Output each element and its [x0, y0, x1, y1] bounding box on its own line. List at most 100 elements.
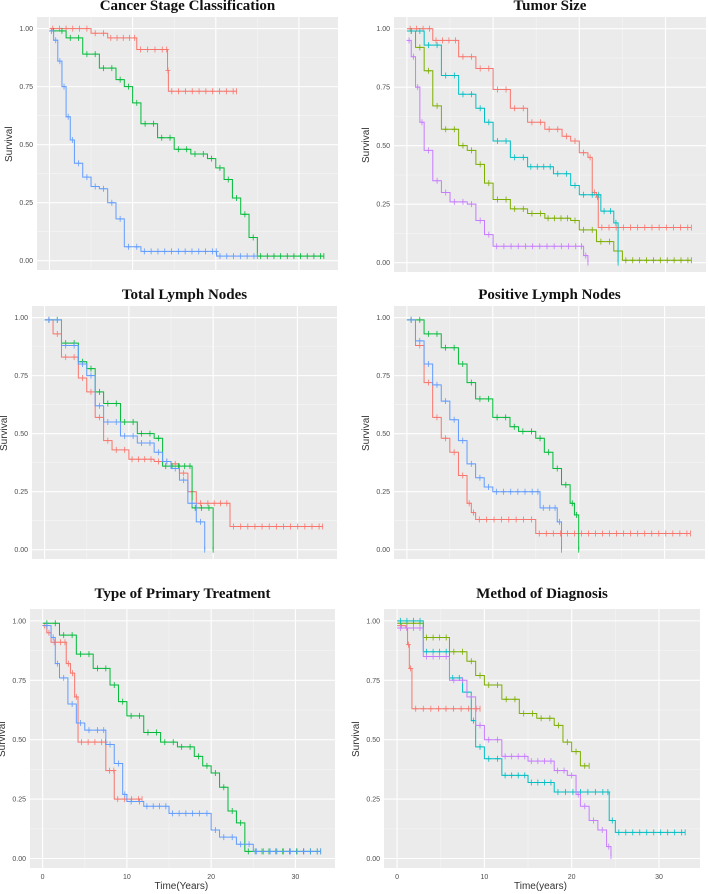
- censor-mark: [132, 34, 138, 41]
- censor-mark: [484, 516, 490, 523]
- censor-mark: [486, 65, 492, 72]
- censor-mark: [147, 430, 153, 437]
- censor-mark: [105, 419, 111, 426]
- censor-mark: [189, 500, 195, 507]
- censor-mark: [309, 523, 315, 530]
- censor-mark: [62, 639, 68, 646]
- censor-mark: [176, 810, 182, 817]
- censor-mark: [206, 504, 212, 511]
- censor-mark: [443, 72, 449, 79]
- chart-title: Total Lymph Nodes: [121, 287, 248, 303]
- x-axis-label: Time(years): [514, 881, 567, 892]
- censor-mark: [147, 439, 153, 446]
- censor-mark: [589, 191, 595, 198]
- censor-mark: [451, 198, 457, 205]
- censor-mark: [425, 42, 431, 49]
- censor-mark: [218, 500, 224, 507]
- censor-mark: [434, 330, 440, 337]
- censor-mark: [512, 205, 518, 212]
- censor-mark: [145, 46, 151, 53]
- censor-mark: [494, 682, 500, 689]
- censor-mark: [678, 224, 684, 231]
- censor-mark: [165, 67, 171, 74]
- censor-mark: [486, 395, 492, 402]
- censor-mark: [57, 58, 63, 65]
- censor-mark: [623, 257, 629, 264]
- censor-mark: [141, 248, 147, 255]
- censor-mark: [231, 253, 237, 260]
- censor-mark: [600, 788, 606, 795]
- censor-mark: [210, 88, 216, 95]
- y-tick-label: 0.25: [376, 489, 390, 496]
- censor-mark: [627, 224, 633, 231]
- censor-mark: [69, 632, 75, 639]
- y-tick-label: 1.00: [366, 618, 380, 625]
- censor-mark: [433, 37, 439, 44]
- censor-mark: [434, 414, 440, 421]
- censor-mark: [543, 530, 549, 537]
- censor-mark: [311, 253, 317, 260]
- censor-mark: [150, 803, 156, 810]
- chart-title: Cancer Stage Classification: [99, 0, 276, 14]
- censor-mark: [139, 439, 145, 446]
- censor-mark: [155, 458, 161, 465]
- censor-mark: [88, 388, 94, 395]
- y-axis-label: Survival: [351, 720, 362, 757]
- censor-mark: [550, 530, 556, 537]
- censor-mark: [529, 210, 535, 217]
- y-tick-label: 1.00: [376, 315, 390, 322]
- censor-mark: [443, 344, 449, 351]
- censor-mark: [221, 834, 227, 841]
- censor-mark: [58, 639, 64, 646]
- censor-mark: [157, 803, 163, 810]
- censor-mark: [446, 37, 452, 44]
- censor-mark: [520, 154, 526, 161]
- censor-mark: [224, 253, 230, 260]
- censor-mark: [528, 779, 534, 786]
- censor-mark: [503, 696, 509, 703]
- censor-mark: [175, 248, 181, 255]
- censor-mark: [685, 257, 691, 264]
- censor-mark: [250, 234, 256, 241]
- censor-mark: [452, 37, 458, 44]
- censor-mark: [183, 810, 189, 817]
- x-tick-label: 30: [655, 874, 663, 881]
- censor-mark: [148, 248, 154, 255]
- censor-mark: [656, 224, 662, 231]
- y-tick-label: 1.00: [14, 315, 28, 322]
- censor-mark: [155, 248, 161, 255]
- censor-mark: [182, 463, 188, 470]
- censor-mark: [460, 53, 466, 60]
- censor-mark: [541, 779, 547, 786]
- censor-mark: [571, 530, 577, 537]
- censor-mark: [182, 88, 188, 95]
- censor-mark: [169, 88, 175, 95]
- censor-mark: [278, 253, 284, 260]
- censor-mark: [94, 727, 100, 734]
- censor-mark: [469, 91, 475, 98]
- censor-mark: [599, 826, 605, 833]
- censor-mark: [585, 788, 591, 795]
- censor-mark: [581, 149, 587, 156]
- censor-mark: [92, 183, 98, 190]
- censor-mark: [564, 739, 570, 746]
- censor-mark: [281, 848, 287, 855]
- censor-mark: [71, 342, 77, 349]
- censor-mark: [111, 767, 117, 774]
- censor-mark: [145, 729, 151, 736]
- censor-mark: [443, 189, 449, 196]
- censor-mark: [537, 243, 543, 250]
- censor-mark: [670, 530, 676, 537]
- censor-mark: [162, 248, 168, 255]
- censor-mark: [511, 423, 517, 430]
- censor-mark: [182, 248, 188, 255]
- y-tick-label: 0.00: [14, 547, 28, 554]
- censor-mark: [460, 648, 466, 655]
- censor-mark: [486, 755, 492, 762]
- censor-mark: [408, 665, 414, 672]
- survival-curve: [397, 627, 612, 857]
- chart-title: Method of Diagnosis: [476, 586, 608, 602]
- censor-mark: [469, 201, 475, 208]
